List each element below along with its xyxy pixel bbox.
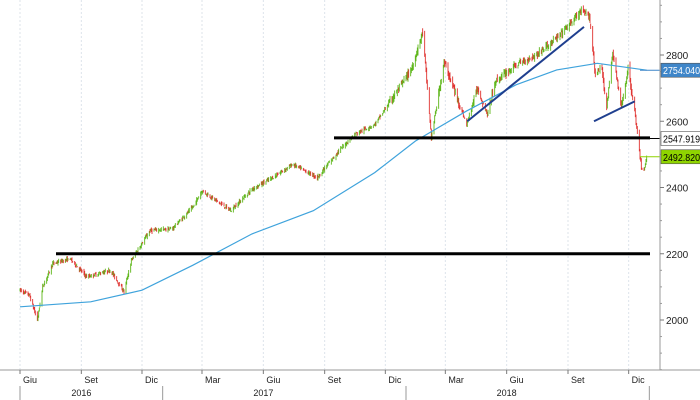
x-tick-label: Set — [571, 375, 585, 385]
year-label: 2018 — [497, 388, 517, 398]
y-tick-label: 2200 — [666, 250, 689, 261]
level-badge-label: 2547.9199 — [663, 135, 700, 146]
trend-line — [466, 26, 585, 123]
level-badge-label: 2754.0405 — [663, 66, 700, 77]
y-tick-label: 2400 — [666, 184, 689, 195]
y-tick-label: 2000 — [666, 316, 689, 327]
x-tick-label: Mar — [205, 375, 221, 385]
moving-average-line — [19, 62, 647, 308]
level-badge — [660, 131, 700, 146]
x-tick-label: Giu — [23, 375, 37, 385]
y-tick-label: 2800 — [666, 51, 689, 62]
x-tick-label: Mar — [448, 375, 464, 385]
x-tick-label: Dic — [145, 375, 158, 385]
year-label: 2016 — [71, 388, 91, 398]
y-tick-label: 2600 — [666, 117, 689, 128]
trend-line — [593, 100, 636, 123]
x-tick-label: Giu — [510, 375, 524, 385]
x-tick-label: Set — [328, 375, 342, 385]
x-tick-label: Dic — [632, 375, 645, 385]
x-tick-label: Giu — [266, 375, 280, 385]
level-badge-label: 2492.8201 — [663, 153, 700, 164]
year-label: 2017 — [253, 388, 273, 398]
level-badge — [660, 62, 700, 78]
level-badge — [660, 149, 700, 165]
x-tick-label: Set — [84, 375, 98, 385]
x-tick-label: Dic — [388, 375, 401, 385]
